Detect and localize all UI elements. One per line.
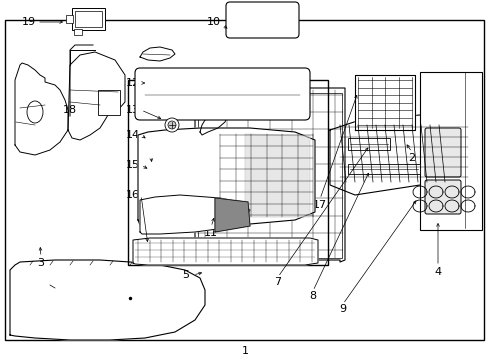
Bar: [5, 20, 483, 340]
Polygon shape: [244, 134, 309, 217]
Text: 12: 12: [126, 78, 140, 88]
Circle shape: [168, 121, 176, 129]
Text: 1: 1: [241, 346, 248, 356]
Text: 8: 8: [309, 291, 316, 301]
Polygon shape: [68, 52, 125, 140]
Text: 5: 5: [182, 270, 189, 280]
Text: 17: 17: [312, 200, 326, 210]
Text: 19: 19: [22, 17, 36, 27]
Bar: [74, 29, 82, 35]
Bar: [419, 72, 481, 230]
Text: 18: 18: [63, 105, 77, 115]
Polygon shape: [138, 128, 314, 228]
Text: 15: 15: [126, 160, 140, 170]
Polygon shape: [354, 75, 414, 130]
Polygon shape: [329, 115, 479, 195]
Text: 11: 11: [203, 228, 218, 238]
Polygon shape: [133, 238, 317, 265]
Bar: [347, 164, 419, 174]
Bar: [72, 8, 105, 30]
Polygon shape: [15, 63, 68, 155]
Bar: [98, 90, 120, 115]
Bar: [198, 93, 341, 258]
Bar: [75, 11, 102, 27]
FancyBboxPatch shape: [225, 2, 298, 38]
Text: 6: 6: [147, 145, 154, 155]
Text: 10: 10: [206, 17, 221, 27]
Bar: [128, 80, 327, 265]
Bar: [347, 138, 389, 150]
Polygon shape: [140, 47, 175, 61]
Polygon shape: [200, 105, 227, 135]
Polygon shape: [215, 198, 249, 232]
FancyBboxPatch shape: [424, 180, 460, 214]
Polygon shape: [140, 195, 249, 234]
Text: 14: 14: [126, 130, 140, 140]
Text: 3: 3: [38, 258, 44, 268]
Text: 4: 4: [433, 267, 441, 277]
Text: 2: 2: [407, 153, 415, 163]
FancyBboxPatch shape: [424, 128, 460, 177]
Text: 13: 13: [126, 105, 140, 115]
Polygon shape: [195, 85, 345, 262]
Polygon shape: [10, 260, 204, 340]
Bar: [66, 15, 73, 23]
Text: 9: 9: [339, 304, 346, 314]
FancyBboxPatch shape: [135, 68, 309, 120]
Text: 7: 7: [274, 277, 281, 287]
Text: 16: 16: [126, 190, 140, 200]
Circle shape: [164, 118, 179, 132]
